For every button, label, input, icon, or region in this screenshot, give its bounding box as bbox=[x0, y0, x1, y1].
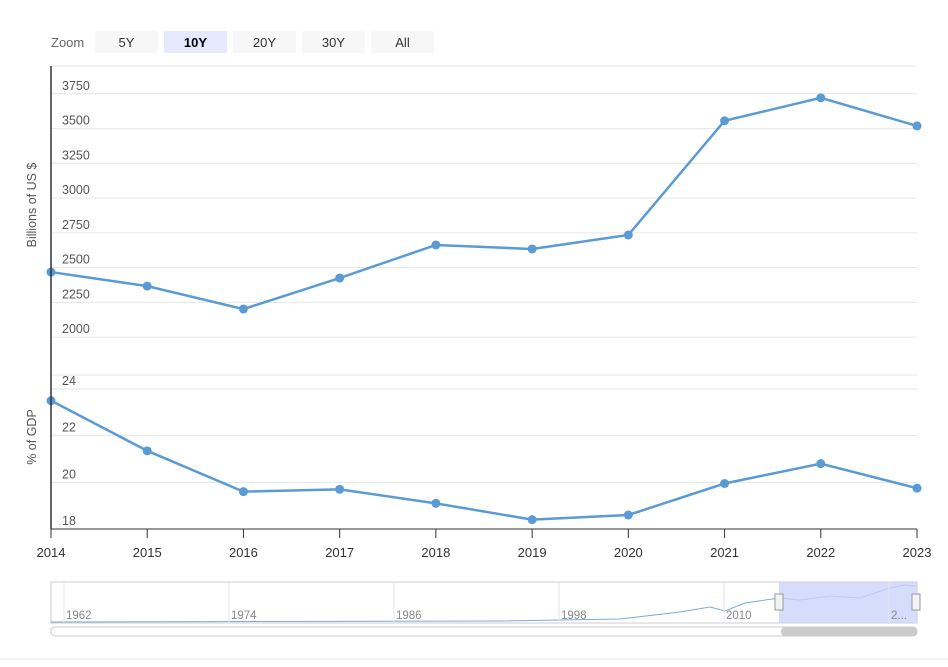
data-point bbox=[912, 121, 922, 131]
x-tick-label: 2021 bbox=[710, 545, 739, 560]
y-tick-label: 3000 bbox=[62, 183, 90, 197]
navigator-label: 2... bbox=[891, 610, 907, 622]
data-point bbox=[335, 273, 345, 283]
data-point bbox=[623, 510, 633, 520]
x-tick-label: 2015 bbox=[133, 545, 162, 560]
data-point bbox=[720, 116, 730, 126]
zoom-button-label[interactable]: 30Y bbox=[322, 35, 345, 50]
data-point bbox=[816, 93, 826, 103]
navigator-selection[interactable] bbox=[779, 582, 917, 623]
data-point bbox=[142, 446, 152, 456]
zoom-button[interactable] bbox=[164, 31, 227, 53]
navigator-label: 1986 bbox=[396, 610, 422, 622]
data-point bbox=[527, 515, 537, 525]
y-tick-label: 2250 bbox=[62, 287, 90, 301]
y-axis-title: Billions of US $ bbox=[25, 163, 39, 248]
x-tick-label: 2017 bbox=[325, 545, 354, 560]
y-axis-title: % of GDP bbox=[25, 409, 39, 465]
data-point bbox=[238, 487, 248, 497]
x-tick-label: 2020 bbox=[614, 545, 643, 560]
navigator-label: 2010 bbox=[726, 610, 752, 622]
y-tick-label: 2000 bbox=[62, 322, 90, 336]
zoom-button[interactable] bbox=[302, 31, 365, 53]
data-point bbox=[527, 244, 537, 254]
y-tick-label: 18 bbox=[62, 514, 76, 528]
navigator-label: 1962 bbox=[66, 610, 92, 622]
x-tick-label: 2022 bbox=[806, 545, 835, 560]
y-tick-label: 24 bbox=[62, 374, 76, 388]
y-tick-label: 3500 bbox=[62, 114, 90, 128]
x-tick-label: 2023 bbox=[903, 545, 932, 560]
data-point bbox=[912, 483, 922, 493]
zoom-button-label[interactable]: 10Y bbox=[184, 35, 207, 50]
data-point bbox=[431, 498, 441, 508]
zoom-label: Zoom bbox=[51, 35, 84, 50]
x-tick-label: 2016 bbox=[229, 545, 258, 560]
data-point bbox=[816, 459, 826, 469]
y-tick-label: 20 bbox=[62, 467, 76, 481]
data-point bbox=[623, 230, 633, 240]
navigator-label: 1974 bbox=[231, 610, 257, 622]
data-point bbox=[142, 281, 152, 291]
navigator-handle[interactable] bbox=[774, 593, 784, 611]
x-tick-label: 2019 bbox=[518, 545, 547, 560]
y-tick-label: 3750 bbox=[62, 79, 90, 93]
y-tick-label: 2750 bbox=[62, 218, 90, 232]
zoom-button[interactable] bbox=[95, 31, 158, 53]
data-point bbox=[431, 240, 441, 250]
zoom-button[interactable] bbox=[233, 31, 296, 53]
zoom-button-label[interactable]: 5Y bbox=[119, 35, 135, 50]
zoom-button-label[interactable]: All bbox=[395, 35, 410, 50]
x-tick-label: 2018 bbox=[421, 545, 450, 560]
navigator-label: 1998 bbox=[561, 610, 587, 622]
data-point bbox=[335, 484, 345, 494]
y-tick-label: 2500 bbox=[62, 253, 90, 267]
data-point bbox=[238, 304, 248, 314]
y-tick-label: 22 bbox=[62, 421, 76, 435]
series-line bbox=[50, 399, 918, 521]
x-tick-label: 2014 bbox=[37, 545, 66, 560]
series-line bbox=[50, 96, 918, 311]
navigator-handle[interactable] bbox=[911, 593, 921, 611]
scrollbar-thumb[interactable] bbox=[781, 627, 917, 636]
zoom-button[interactable] bbox=[371, 31, 434, 53]
data-point bbox=[720, 479, 730, 488]
zoom-button-label[interactable]: 20Y bbox=[253, 35, 276, 50]
y-tick-label: 3250 bbox=[62, 148, 90, 162]
